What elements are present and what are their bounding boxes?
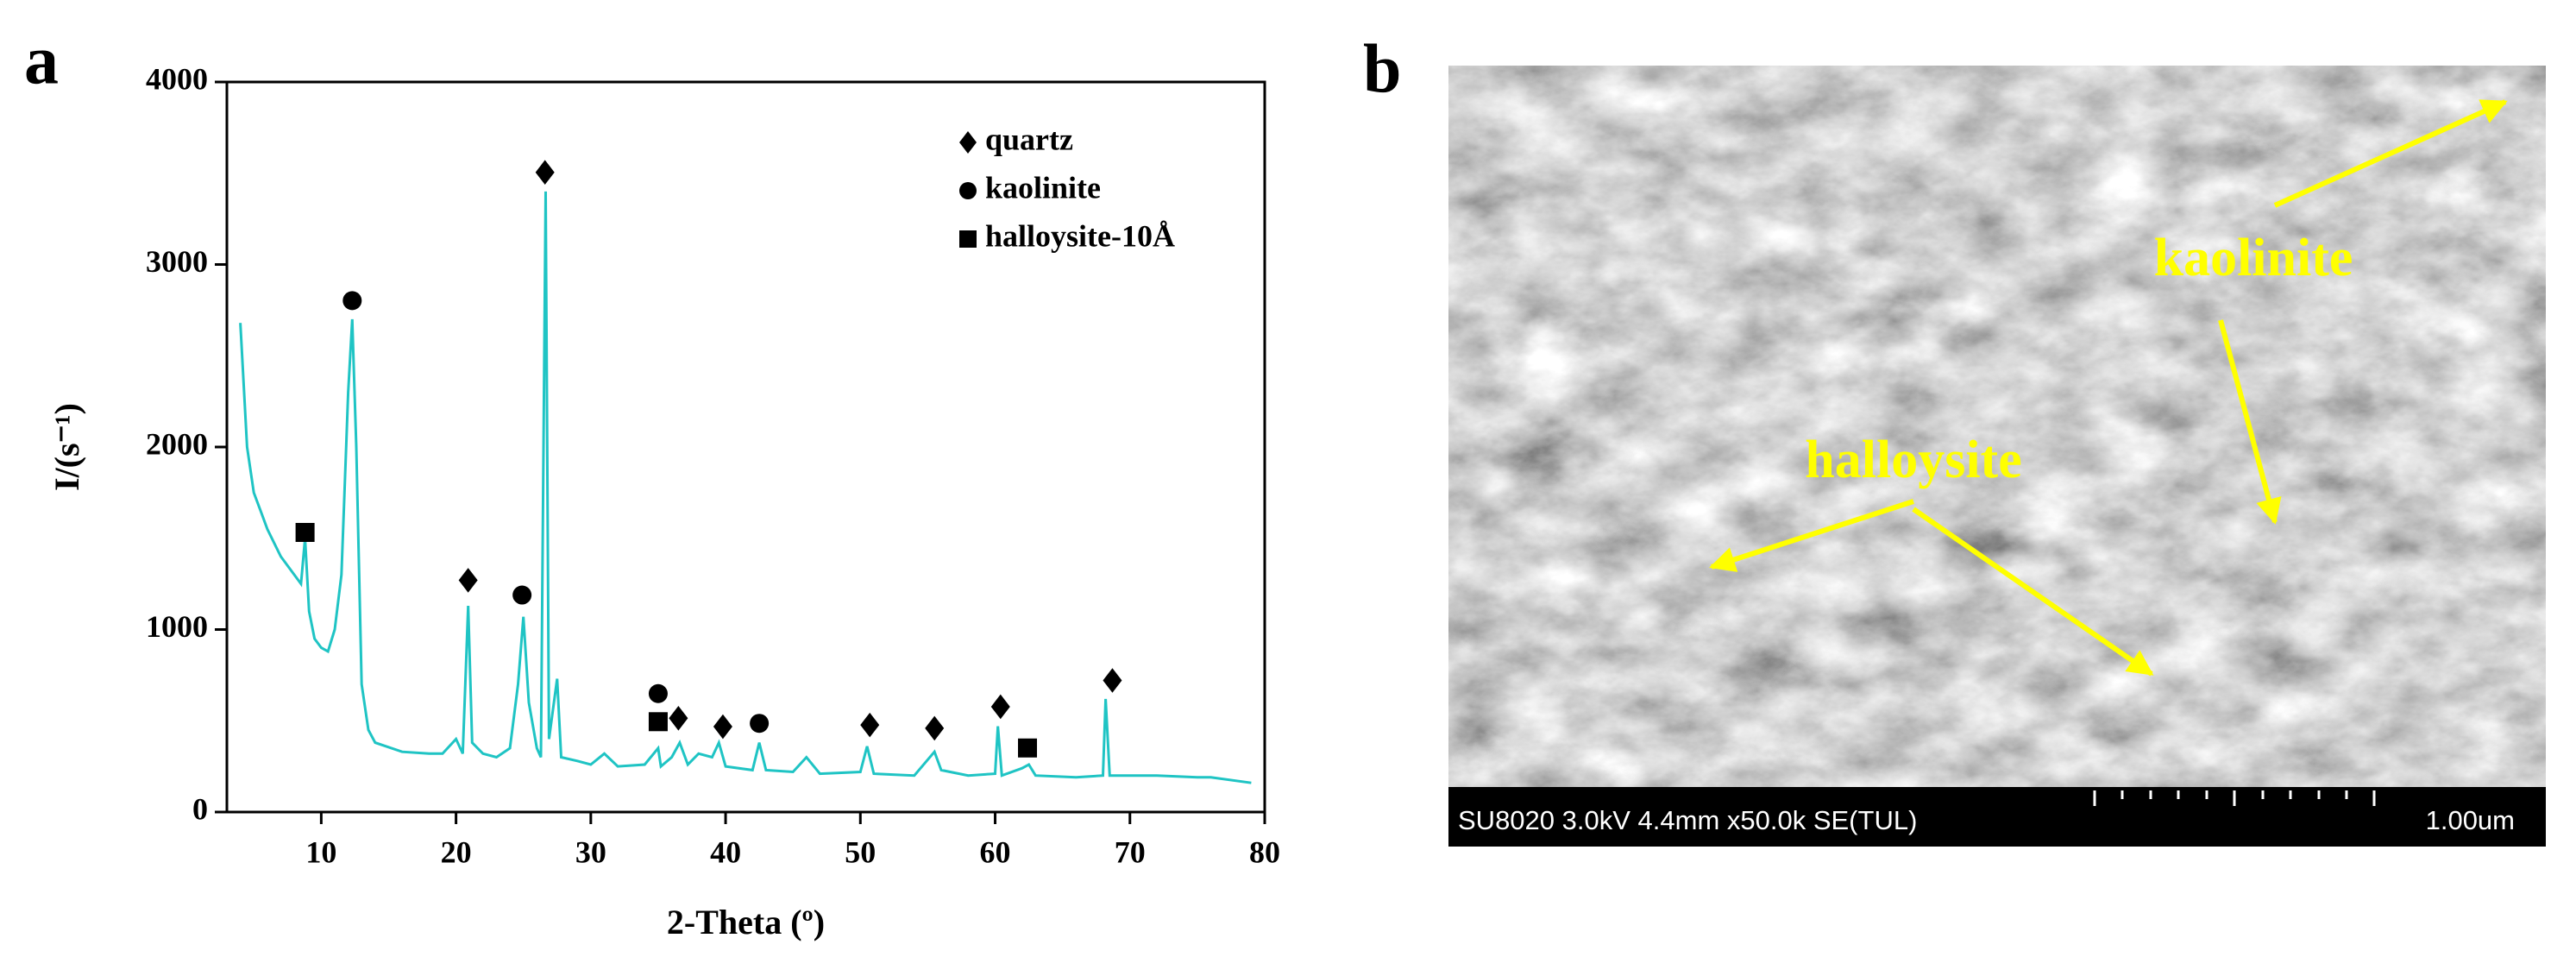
y-tick-label: 0	[192, 791, 208, 826]
x-tick-label: 20	[441, 834, 472, 869]
legend-symbol	[959, 230, 977, 248]
sem-caption: SU8020 3.0kV 4.4mm x50.0k SE(TUL)	[1458, 805, 1917, 835]
legend-symbol	[959, 131, 977, 154]
legend-symbol	[959, 182, 977, 199]
x-tick-label: 40	[710, 834, 741, 869]
arrows	[1709, 99, 2508, 677]
y-axis-label: I/(s⁻¹)	[47, 403, 86, 491]
panel-label: b	[1363, 31, 1402, 107]
marker	[535, 160, 555, 185]
marker	[1103, 668, 1122, 693]
x-tick-label: 70	[1115, 834, 1146, 869]
marker	[990, 694, 1010, 720]
legend-label: halloysite-10Å	[985, 218, 1175, 253]
sem-image: SU8020 3.0kV 4.4mm x50.0k SE(TUL) 1.00um…	[1448, 66, 2546, 847]
marker	[669, 705, 688, 731]
scale-ticks	[2093, 790, 2376, 806]
marker	[648, 712, 668, 732]
xrd-line	[239, 191, 1252, 784]
marker	[750, 714, 770, 734]
marker	[1018, 738, 1038, 758]
legend-label: kaolinite	[985, 170, 1101, 205]
y-tick-label: 4000	[146, 61, 208, 96]
annotation: kaolinite	[2154, 229, 2353, 287]
x-tick-label: 60	[980, 834, 1011, 869]
x-tick-label: 80	[1249, 834, 1280, 869]
marker	[295, 522, 315, 542]
marker	[458, 568, 478, 593]
x-axis-label: 2-Theta (º)	[667, 903, 825, 941]
x-tick-label: 10	[305, 834, 336, 869]
sem-texture	[1448, 66, 2546, 787]
y-tick-label: 2000	[146, 426, 208, 461]
x-tick-label: 50	[845, 834, 876, 869]
annotation: halloysite	[1805, 431, 2021, 489]
marker	[512, 585, 532, 605]
marker	[648, 683, 668, 703]
y-tick-label: 3000	[146, 244, 208, 279]
x-tick-label: 30	[575, 834, 606, 869]
marker	[925, 715, 945, 741]
scale-label: 1.00um	[2426, 805, 2515, 835]
plot-frame	[225, 80, 1266, 814]
marker	[713, 714, 732, 740]
info-bar	[1448, 787, 2546, 847]
panel-label: a	[24, 22, 59, 98]
marker	[342, 291, 362, 311]
legend-label: quartz	[985, 122, 1073, 156]
y-tick-label: 1000	[146, 609, 208, 644]
marker	[860, 712, 880, 738]
